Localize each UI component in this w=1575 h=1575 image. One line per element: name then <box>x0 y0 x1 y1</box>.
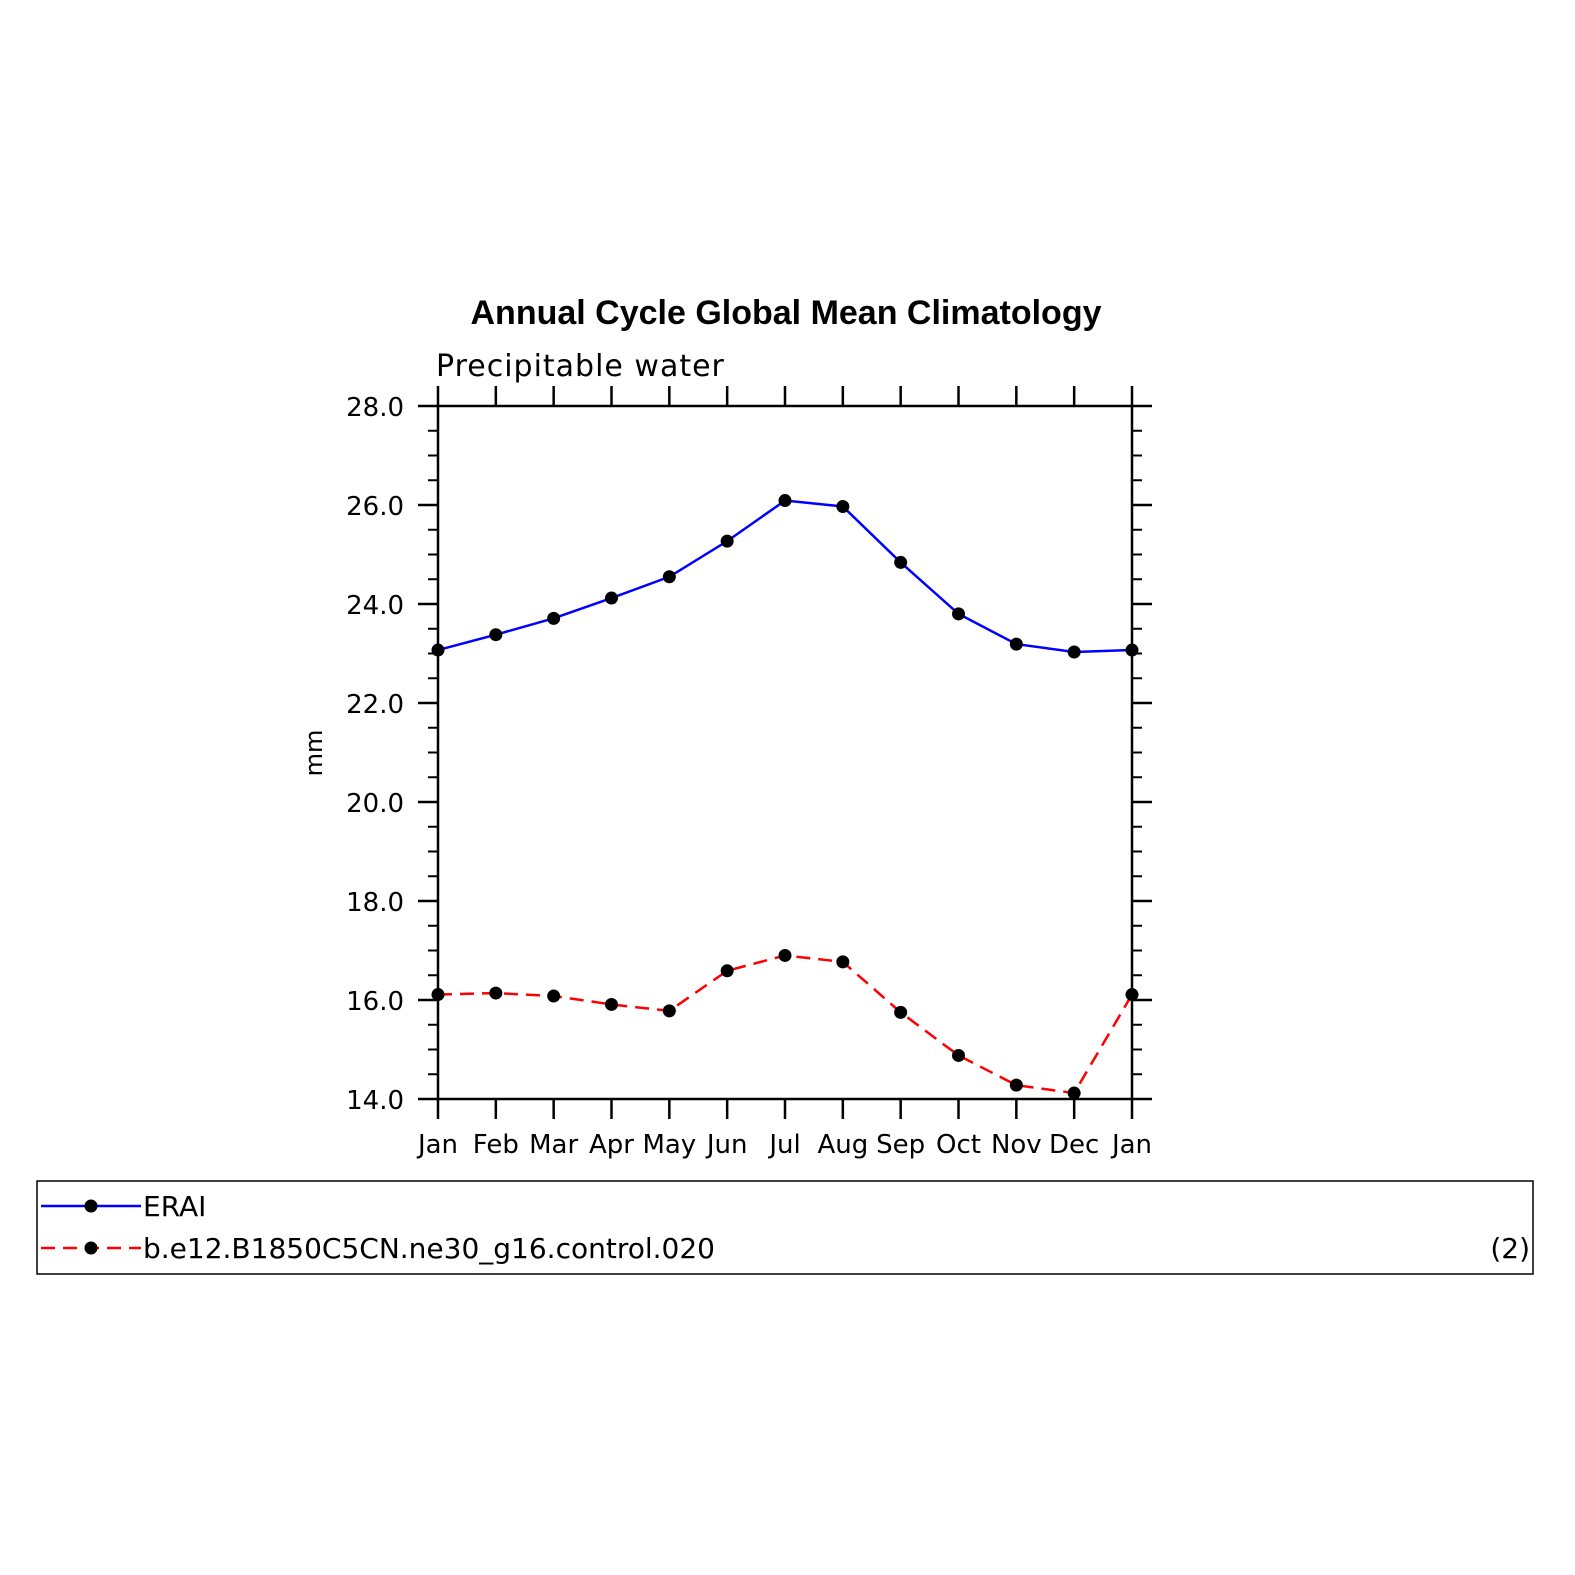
x-tick-label: Jan <box>416 1130 458 1160</box>
y-tick-label: 18.0 <box>346 888 404 918</box>
series-1-point <box>720 534 734 548</box>
x-tick-label: May <box>642 1130 696 1160</box>
x-tick-label: Nov <box>991 1130 1042 1160</box>
legend-label-2: b.e12.B1850C5CN.ne30_g16.control.020 <box>143 1232 715 1265</box>
series-2-point <box>836 955 850 969</box>
y-tick-label: 20.0 <box>346 789 404 819</box>
series-2-point <box>605 997 618 1011</box>
y-axis-label: mm <box>300 730 328 777</box>
series-2-point <box>720 964 734 978</box>
x-tick-label: Sep <box>876 1130 925 1160</box>
series-1-point <box>489 628 503 642</box>
x-tick-label: Aug <box>817 1130 868 1160</box>
legend-label-1: ERAI <box>143 1190 206 1223</box>
series-1-point <box>836 499 850 513</box>
series-2-point <box>1067 1086 1081 1100</box>
chart-subtitle: Precipitable water <box>436 349 725 384</box>
y-tick-label: 24.0 <box>346 591 404 621</box>
plot-frame <box>436 404 1134 1101</box>
legend-note: (2) <box>1490 1232 1530 1265</box>
x-tick-label: Mar <box>529 1130 578 1160</box>
x-tick-label: Jan <box>1110 1130 1152 1160</box>
series-2-point <box>952 1048 965 1062</box>
series-1-point <box>605 591 618 605</box>
axis-ticks <box>418 386 1152 1119</box>
series-1-point <box>778 494 792 508</box>
y-tick-label: 16.0 <box>346 987 404 1017</box>
legend-marker-1 <box>84 1199 98 1213</box>
y-tick-label: 14.0 <box>346 1086 404 1116</box>
x-tick-label: Jul <box>767 1130 800 1160</box>
legend-box <box>36 1180 1534 1275</box>
x-tick-label: Dec <box>1049 1130 1099 1160</box>
series-1-point <box>1067 645 1081 659</box>
y-tick-label: 28.0 <box>346 393 404 423</box>
series-1-point <box>1009 637 1023 651</box>
y-tick-label: 22.0 <box>346 690 404 720</box>
series-1-point <box>952 607 965 621</box>
y-tick-label: 26.0 <box>346 492 404 522</box>
series-2-point <box>1009 1078 1023 1092</box>
x-tick-label: Feb <box>473 1130 519 1160</box>
series-2-point <box>894 1005 908 1019</box>
series-line-2 <box>437 954 1134 1095</box>
tick-labels: 14.0 16.0 18.0 20.0 22.0 24.0 26.0 28.0 Jan Feb Ma… <box>346 393 1152 1160</box>
legend: (2) ERAI b.e12.B1850C5CN.ne30_g16.control… <box>36 1180 1534 1275</box>
series-2-point <box>489 986 503 1000</box>
x-tick-label: Oct <box>936 1130 981 1160</box>
legend-marker-2 <box>84 1241 98 1255</box>
series-1-point <box>547 611 561 625</box>
chart-title: Annual Cycle Global Mean Climatology <box>471 294 1102 332</box>
x-tick-label: Apr <box>589 1130 634 1160</box>
series-layer <box>431 494 1139 1100</box>
series-2-point <box>662 1004 676 1018</box>
series-2-point <box>778 948 792 962</box>
series-line-1 <box>437 499 1133 654</box>
series-2-point <box>547 989 561 1003</box>
series-1-point <box>894 555 908 569</box>
series-1-point <box>662 570 676 584</box>
x-tick-label: Jun <box>705 1130 748 1160</box>
